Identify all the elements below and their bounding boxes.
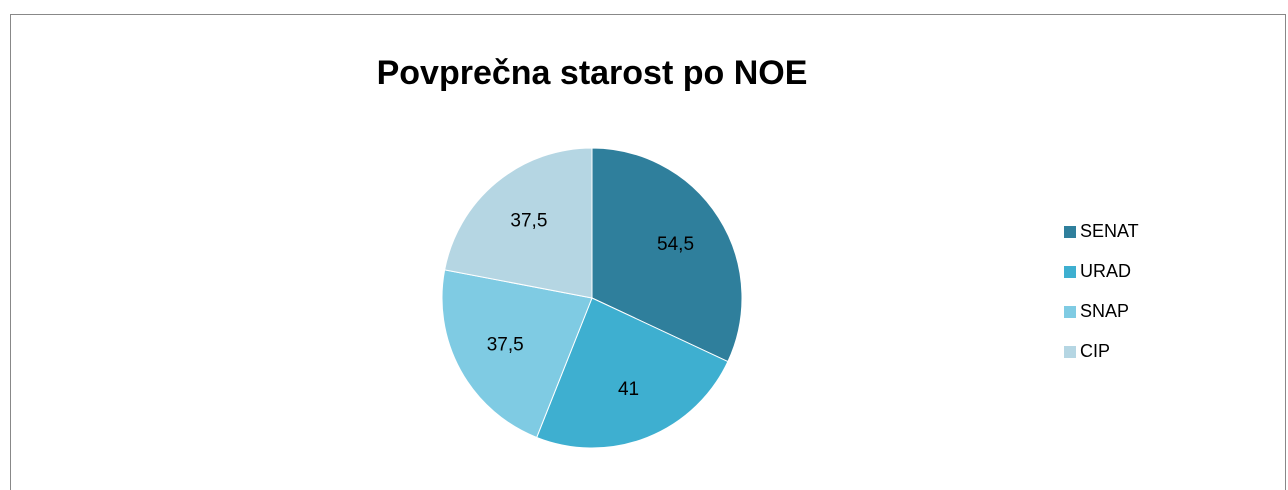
legend-label: SNAP <box>1080 301 1129 321</box>
legend-swatch <box>1064 266 1076 278</box>
data-label: 41 <box>618 379 639 400</box>
legend-label: URAD <box>1080 261 1131 281</box>
pie-slice <box>444 147 593 299</box>
legend-swatch <box>1064 226 1076 238</box>
data-label: 54,5 <box>657 234 694 255</box>
pie-slice <box>536 297 729 449</box>
legend-swatch <box>1064 306 1076 318</box>
pie-slice <box>591 147 743 363</box>
legend-label: SENAT <box>1080 221 1139 241</box>
pie-slice <box>441 269 593 439</box>
legend-swatch <box>1064 346 1076 358</box>
data-label: 37,5 <box>487 335 524 356</box>
data-label: 37,5 <box>510 211 547 232</box>
chart-title: Povprečna starost po NOE <box>377 54 808 92</box>
chart-frame <box>10 14 1286 490</box>
legend-label: CIP <box>1080 341 1110 361</box>
